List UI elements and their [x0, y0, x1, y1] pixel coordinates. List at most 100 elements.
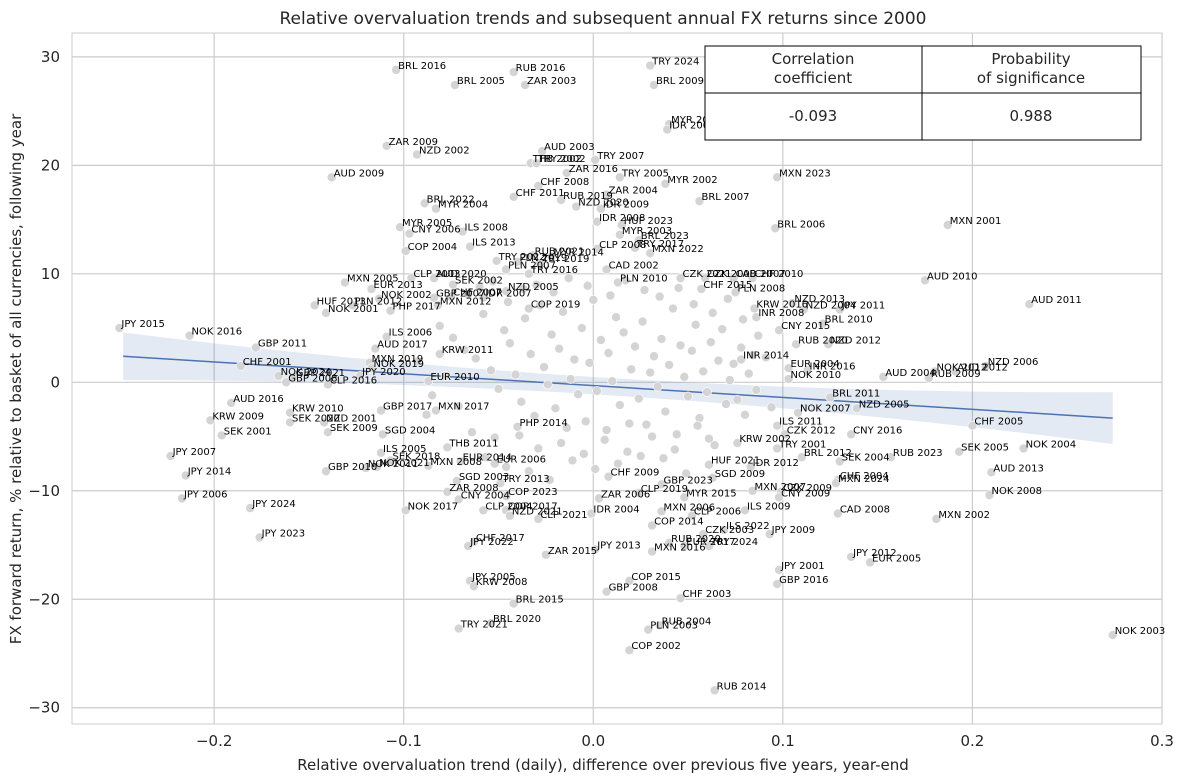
- point-label: PLN 2010: [620, 273, 668, 284]
- point-label: RUB 2004: [662, 616, 712, 627]
- cloud-point: [647, 431, 657, 442]
- data-point: [535, 258, 546, 268]
- point-label: CHF 2009: [610, 468, 659, 479]
- point-label: SEK 2004: [842, 452, 890, 463]
- point-label: CHF 2001: [243, 357, 292, 368]
- data-point: [419, 198, 430, 209]
- data-point: [385, 305, 396, 316]
- cloud-point: [740, 410, 750, 420]
- data-point: [633, 488, 644, 498]
- point-label: GBP 2011: [258, 339, 307, 350]
- data-point: [831, 478, 841, 488]
- data-point: [216, 430, 227, 441]
- point-label: MXN 2016: [654, 543, 706, 554]
- data-point: [924, 373, 934, 383]
- data-point: [235, 361, 246, 371]
- data-point: [967, 420, 978, 431]
- cloud-point: [607, 376, 618, 387]
- data-point: [385, 455, 396, 466]
- point-label: MXN 2024: [838, 474, 890, 485]
- point-label: CZK 2021: [683, 269, 732, 280]
- point-label: IDR 2001: [669, 121, 715, 132]
- data-point: [833, 508, 843, 519]
- point-label: NOK 2008: [991, 486, 1042, 497]
- data-point: [184, 330, 195, 341]
- point-label: CLP 2003: [413, 269, 460, 280]
- data-points: [114, 60, 1118, 696]
- cloud-point: [412, 356, 422, 367]
- cloud-point: [698, 366, 709, 377]
- data-point: [501, 491, 511, 501]
- point-label: TRY 2017: [636, 239, 684, 250]
- data-point: [772, 172, 782, 183]
- data-point: [851, 403, 862, 414]
- point-label: AUD 2012: [957, 362, 1008, 373]
- y-tick-label: 0: [50, 373, 60, 391]
- point-label: JPY 2012: [852, 548, 897, 559]
- cloud-point: [738, 314, 748, 325]
- data-point: [531, 158, 542, 168]
- point-label: JPY 2001: [780, 561, 825, 572]
- cloud-point: [624, 418, 635, 429]
- data-point: [1018, 443, 1029, 454]
- point-label: GBP 2017: [383, 402, 432, 413]
- cloud-point: [664, 360, 674, 370]
- point-label: SEK 2005: [961, 443, 1009, 454]
- cloud-point: [480, 452, 491, 462]
- point-label: JPY 2007: [172, 447, 217, 458]
- point-label: EUR 2010: [430, 372, 479, 383]
- data-point: [541, 549, 551, 560]
- data-point: [323, 379, 333, 390]
- point-label: SEK 2001: [224, 426, 272, 437]
- data-point: [374, 293, 384, 304]
- point-label: ILS 2013: [472, 238, 515, 249]
- data-point: [802, 365, 813, 376]
- point-label: BRL 2012: [804, 448, 852, 459]
- data-point: [594, 493, 604, 504]
- data-point: [950, 366, 961, 377]
- point-label: MXN 2006: [664, 502, 716, 513]
- cloud-point: [605, 290, 616, 301]
- point-label: MYR 2014: [554, 247, 604, 258]
- point-label: KRW 2010: [292, 404, 344, 415]
- point-label: THB 2011: [448, 438, 498, 449]
- point-label: CLP 2008: [599, 240, 646, 251]
- data-point: [205, 415, 216, 426]
- point-label: INR 2014: [743, 351, 789, 362]
- point-label: ZAR 2003: [527, 76, 576, 87]
- data-point: [787, 298, 798, 308]
- point-label: IDR 2012: [753, 458, 799, 469]
- point-label: CLP 2021: [540, 510, 587, 521]
- data-point: [180, 470, 191, 481]
- data-point: [791, 339, 801, 350]
- point-label: CAD 2007: [736, 269, 786, 280]
- cloud-point: [673, 283, 684, 293]
- data-point: [772, 579, 782, 589]
- point-label: IDR 2008: [599, 213, 645, 224]
- data-point: [772, 443, 782, 454]
- data-point: [590, 155, 601, 165]
- data-point: [886, 452, 896, 462]
- point-label: CHF 2005: [974, 417, 1023, 428]
- cloud-point: [670, 444, 680, 455]
- data-point: [603, 471, 614, 482]
- point-label: AUD 2003: [544, 142, 595, 153]
- point-label: JPY 2014: [187, 467, 232, 478]
- cloud-point: [440, 370, 451, 381]
- point-label: TRY 2001: [778, 439, 826, 450]
- cloud-point: [524, 466, 534, 477]
- point-label: CHF 2011: [516, 188, 565, 199]
- point-label: RUB 2020: [798, 335, 848, 346]
- cloud-point: [533, 443, 544, 454]
- point-label: ZAR 2008: [449, 483, 498, 494]
- data-point: [772, 420, 782, 431]
- cloud-point: [543, 379, 553, 390]
- point-label: NOK 2010: [791, 370, 842, 381]
- point-label: TRY 2019: [541, 254, 589, 265]
- data-point: [1107, 630, 1118, 640]
- y-tick-label: −10: [28, 482, 60, 500]
- cloud-point: [671, 429, 682, 440]
- data-point: [361, 463, 371, 473]
- y-tick-label: 20: [41, 156, 60, 174]
